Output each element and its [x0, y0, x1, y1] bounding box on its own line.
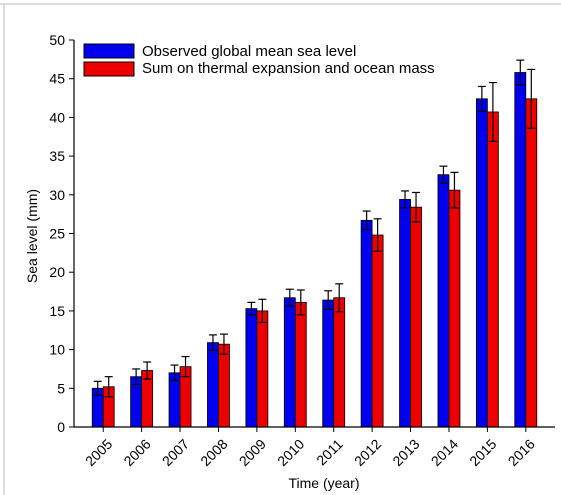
bar-sum-2009	[256, 310, 269, 428]
error-bars-layer	[93, 59, 536, 398]
bar-observed-2009	[245, 308, 258, 428]
bar-observed-2012	[360, 219, 373, 428]
bar-sum-2010	[294, 301, 307, 428]
legend-swatch-sum	[83, 61, 135, 77]
bar-sum-2012	[371, 234, 384, 428]
bar-sum-2014	[448, 189, 461, 428]
legend-swatch-observed	[83, 43, 135, 59]
bar-observed-2011	[322, 299, 335, 428]
y-tick-label-35: 35	[49, 148, 65, 164]
y-tick-label-45: 45	[49, 71, 65, 87]
x-tick-label-2016: 2016	[505, 436, 538, 469]
x-tick-label-2005: 2005	[82, 436, 115, 469]
x-tick-label-2010: 2010	[274, 436, 307, 469]
x-tick-label-2008: 2008	[197, 436, 230, 469]
bar-observed-2014	[437, 174, 450, 428]
bar-sum-2008	[218, 343, 230, 428]
legend: Observed global mean sea level Sum on th…	[83, 43, 435, 77]
bar-sum-2013	[410, 206, 422, 428]
x-tick-label-2009: 2009	[236, 436, 269, 469]
x-tick-label-2013: 2013	[389, 436, 422, 469]
y-tick-label-5: 5	[57, 380, 65, 396]
y-tick-label-40: 40	[49, 109, 65, 125]
y-axis-title: Sea level (mm)	[24, 189, 40, 283]
y-tick-label-15: 15	[49, 303, 65, 319]
x-tick-label-2007: 2007	[159, 436, 192, 469]
bar-sum-2016	[525, 98, 538, 428]
bar-observed-2016	[514, 72, 527, 428]
x-tick-label-2011: 2011	[313, 436, 346, 469]
legend-label-sum: Sum on thermal expansion and ocean mass	[142, 60, 435, 77]
bar-sum-2015	[486, 111, 499, 428]
bar-observed-2008	[207, 342, 219, 428]
bar-sum-2011	[333, 297, 346, 428]
x-axis-title: Time (year)	[288, 475, 359, 491]
x-tick-label-2012: 2012	[351, 436, 384, 469]
bar-observed-2013	[399, 199, 411, 428]
y-tick-label-0: 0	[57, 419, 65, 435]
y-tick-label-10: 10	[49, 342, 65, 358]
x-tick-label-2014: 2014	[428, 436, 461, 469]
bar-observed-2015	[475, 98, 488, 428]
bars-layer	[91, 72, 538, 428]
x-tick-label-2006: 2006	[120, 436, 153, 469]
bar-observed-2010	[283, 297, 296, 428]
y-tick-label-50: 50	[49, 32, 65, 48]
y-tick-label-25: 25	[49, 226, 65, 242]
x-tick-label-2015: 2015	[466, 436, 499, 469]
legend-label-observed: Observed global mean sea level	[142, 43, 356, 60]
y-tick-label-20: 20	[49, 264, 65, 280]
y-tick-label-30: 30	[49, 187, 65, 203]
